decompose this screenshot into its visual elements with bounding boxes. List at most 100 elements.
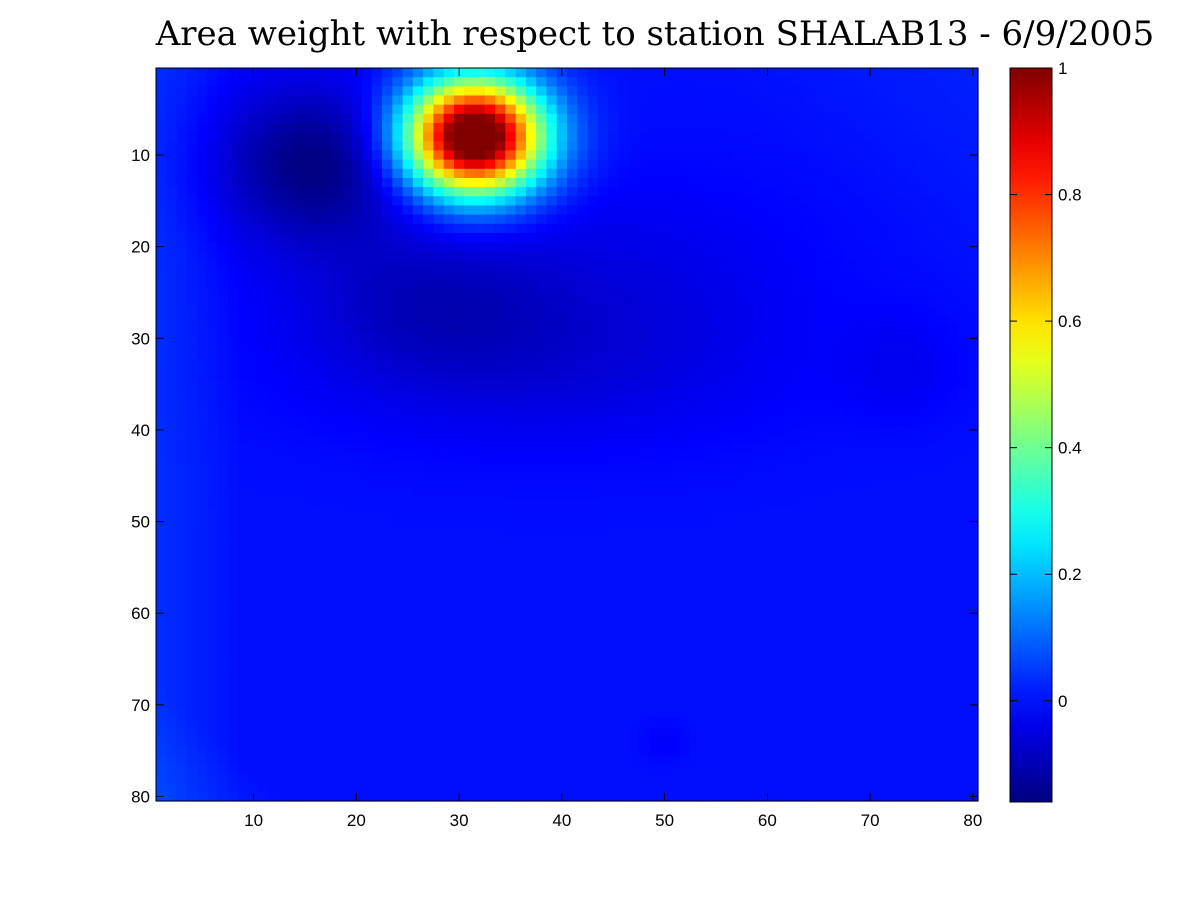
heatmap-cell: [772, 223, 784, 234]
heatmap-cell: [412, 581, 424, 591]
heatmap-cell: [875, 590, 887, 601]
heatmap-cell: [217, 636, 229, 646]
heatmap-cell: [310, 379, 322, 390]
heatmap-cell: [258, 370, 270, 381]
heatmap-cell: [238, 571, 250, 582]
heatmap-cell: [834, 141, 846, 152]
heatmap-cell: [628, 535, 640, 546]
heatmap-cell: [895, 553, 907, 564]
heatmap-cell: [782, 544, 794, 555]
heatmap-cell: [423, 68, 435, 78]
heatmap-cell: [536, 68, 548, 78]
heatmap-cell: [474, 379, 486, 390]
heatmap-cell: [310, 132, 322, 142]
heatmap-cell: [412, 315, 424, 326]
heatmap-cell: [320, 251, 332, 262]
heatmap-cell: [875, 443, 887, 454]
heatmap-cell: [700, 242, 712, 252]
heatmap-cell: [217, 608, 229, 619]
heatmap-cell: [412, 352, 424, 362]
heatmap-cell: [156, 187, 167, 197]
heatmap-cell: [638, 77, 650, 87]
heatmap-cell: [186, 443, 198, 454]
heatmap-cell: [474, 232, 486, 243]
heatmap-cell: [823, 443, 835, 454]
heatmap-cell: [721, 544, 733, 555]
heatmap-cell: [361, 122, 373, 133]
heatmap-cell: [649, 95, 661, 106]
heatmap-cell: [782, 315, 794, 326]
heatmap-cell: [957, 150, 969, 161]
heatmap-cell: [186, 636, 198, 646]
heatmap-cell: [926, 498, 938, 509]
heatmap-cell: [649, 77, 661, 87]
heatmap-cell: [690, 526, 702, 536]
heatmap-cell: [382, 333, 393, 344]
heatmap-cell: [340, 214, 352, 225]
heatmap-cell: [823, 122, 835, 133]
heatmap-cell: [402, 370, 414, 381]
heatmap-cell: [238, 388, 250, 399]
heatmap-cell: [936, 132, 948, 142]
heatmap-cell: [197, 626, 208, 637]
heatmap-cell: [402, 434, 414, 445]
heatmap-cell: [751, 397, 763, 408]
heatmap-cell: [392, 141, 404, 152]
heatmap-cell: [710, 480, 722, 491]
heatmap-cell: [433, 544, 445, 555]
heatmap-cell: [823, 416, 835, 426]
heatmap-cell: [926, 617, 938, 628]
heatmap-cell: [197, 388, 208, 399]
heatmap-cell: [926, 205, 938, 216]
heatmap-cell: [556, 581, 568, 591]
heatmap-cell: [525, 388, 537, 399]
heatmap-cell: [340, 461, 352, 472]
heatmap-cell: [926, 397, 938, 408]
heatmap-cell: [751, 507, 763, 518]
heatmap-cell: [690, 452, 702, 463]
heatmap-cell: [854, 461, 866, 472]
heatmap-cell: [320, 507, 332, 518]
heatmap-cell: [197, 526, 208, 536]
heatmap-cell: [567, 571, 578, 582]
heatmap-cell: [906, 361, 917, 371]
heatmap-cell: [690, 306, 702, 316]
heatmap-cell: [412, 516, 424, 527]
heatmap-cell: [567, 626, 578, 637]
heatmap-cell: [669, 315, 681, 326]
heatmap-cell: [392, 168, 404, 179]
heatmap-cell: [330, 544, 342, 555]
heatmap-cell: [762, 214, 774, 225]
heatmap-cell: [495, 397, 506, 408]
heatmap-cell: [207, 498, 219, 509]
heatmap-cell: [875, 95, 887, 106]
heatmap-cell: [864, 168, 876, 179]
heatmap-cell: [895, 232, 907, 243]
heatmap-cell: [608, 480, 619, 491]
heatmap-cell: [608, 507, 619, 518]
heatmap-cell: [608, 379, 619, 390]
heatmap-cell: [669, 626, 681, 637]
heatmap-cell: [176, 260, 188, 271]
heatmap-cell: [885, 251, 897, 262]
heatmap-cell: [741, 150, 753, 161]
heatmap-cell: [936, 535, 948, 546]
heatmap-cell: [906, 251, 917, 262]
heatmap-cell: [926, 608, 938, 619]
heatmap-cell: [495, 242, 506, 252]
heatmap-cell: [577, 333, 589, 344]
heatmap-cell: [258, 489, 270, 500]
heatmap-cell: [340, 370, 352, 381]
heatmap-cell: [906, 287, 917, 298]
heatmap-cell: [772, 260, 784, 271]
heatmap-cell: [772, 370, 784, 381]
heatmap-cell: [782, 306, 794, 316]
heatmap-cell: [618, 571, 630, 582]
heatmap-cell: [936, 223, 948, 234]
heatmap-cell: [474, 86, 486, 97]
heatmap-cell: [608, 150, 619, 161]
heatmap-cell: [546, 242, 558, 252]
heatmap-cell: [166, 242, 178, 252]
heatmap-cell: [258, 617, 270, 628]
heatmap-cell: [515, 196, 527, 207]
